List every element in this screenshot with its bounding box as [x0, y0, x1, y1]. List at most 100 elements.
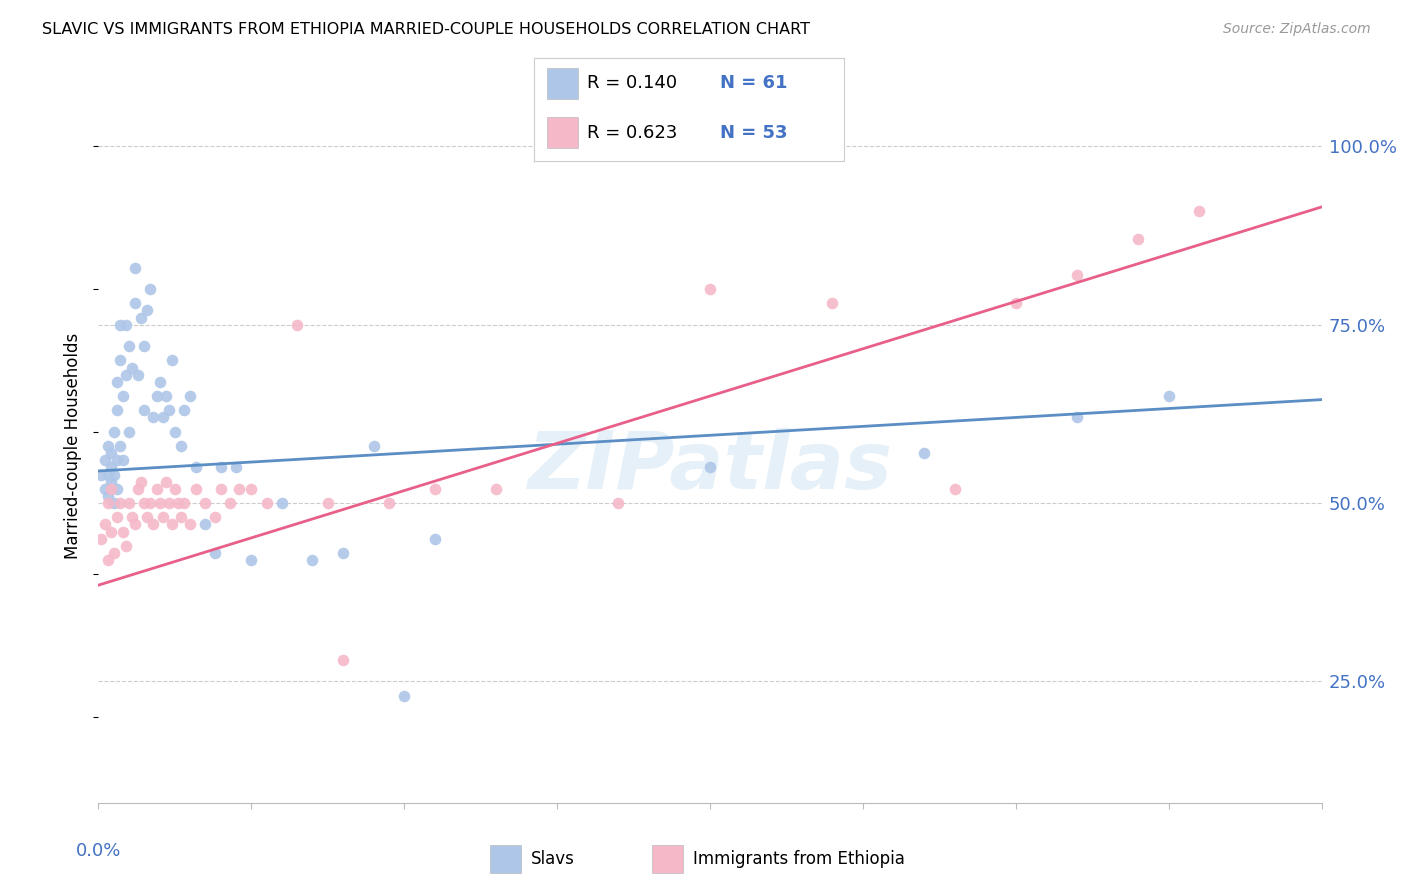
Point: [204, 510, 226, 524]
Point: [103, 546, 125, 560]
Text: N = 61: N = 61: [720, 74, 787, 92]
Point: [170, 439, 193, 453]
Point: [97, 467, 120, 482]
Point: [316, 496, 339, 510]
Point: [108, 353, 131, 368]
Point: [332, 653, 354, 667]
Point: [134, 496, 156, 510]
Point: [100, 482, 122, 496]
Point: [423, 482, 446, 496]
Point: [105, 375, 128, 389]
Point: [270, 496, 292, 510]
Point: [607, 496, 630, 510]
Point: [1128, 232, 1150, 246]
Point: [124, 260, 146, 275]
Bar: [491, 845, 520, 872]
Point: [1188, 203, 1211, 218]
Point: [209, 482, 232, 496]
Point: [225, 460, 247, 475]
Point: [103, 467, 125, 482]
Point: [111, 524, 134, 539]
Point: [943, 482, 966, 496]
Point: [163, 425, 186, 439]
Text: R = 0.140: R = 0.140: [586, 74, 678, 92]
Point: [240, 482, 263, 496]
Point: [204, 546, 226, 560]
Point: [170, 510, 193, 524]
Y-axis label: Married-couple Households: Married-couple Households: [65, 333, 83, 559]
Point: [228, 482, 250, 496]
Point: [194, 496, 217, 510]
Point: [136, 510, 159, 524]
Point: [173, 403, 195, 417]
Point: [134, 339, 156, 353]
Point: [1157, 389, 1180, 403]
Point: [149, 496, 172, 510]
Point: [129, 310, 152, 325]
Point: [179, 517, 201, 532]
Point: [363, 439, 385, 453]
Point: [127, 368, 149, 382]
Point: [108, 439, 131, 453]
Point: [134, 403, 156, 417]
Text: Source: ZipAtlas.com: Source: ZipAtlas.com: [1223, 22, 1371, 37]
Text: 0.0%: 0.0%: [76, 842, 121, 860]
Point: [103, 425, 125, 439]
Point: [139, 282, 162, 296]
Point: [145, 389, 167, 403]
Point: [152, 510, 174, 524]
Point: [115, 539, 138, 553]
Point: [256, 496, 278, 510]
Text: N = 53: N = 53: [720, 124, 787, 143]
Point: [699, 282, 721, 296]
Point: [155, 475, 177, 489]
Point: [108, 318, 131, 332]
Point: [423, 532, 446, 546]
Point: [97, 439, 120, 453]
Point: [100, 475, 122, 489]
Point: [93, 517, 115, 532]
Point: [93, 453, 115, 467]
Point: [1066, 268, 1088, 282]
Point: [108, 496, 131, 510]
Bar: [547, 118, 578, 148]
Text: R = 0.623: R = 0.623: [586, 124, 678, 143]
Point: [285, 318, 308, 332]
Point: [699, 460, 721, 475]
Point: [139, 496, 162, 510]
Point: [155, 389, 177, 403]
Point: [173, 496, 195, 510]
Point: [160, 517, 183, 532]
Point: [142, 410, 165, 425]
Point: [100, 446, 122, 460]
Point: [485, 482, 508, 496]
Text: ZIPatlas: ZIPatlas: [527, 428, 893, 507]
Point: [160, 353, 183, 368]
Point: [100, 524, 122, 539]
Point: [118, 496, 141, 510]
Point: [105, 403, 128, 417]
Point: [103, 496, 125, 510]
Point: [111, 453, 134, 467]
Point: [378, 496, 401, 510]
Point: [157, 403, 180, 417]
Point: [97, 489, 120, 503]
Point: [149, 375, 172, 389]
Point: [209, 460, 232, 475]
Point: [167, 496, 190, 510]
Point: [100, 460, 122, 475]
Point: [121, 360, 143, 375]
Point: [145, 482, 167, 496]
Point: [90, 467, 112, 482]
Point: [1066, 410, 1088, 425]
Point: [219, 496, 242, 510]
Point: [105, 510, 128, 524]
Bar: [547, 69, 578, 99]
Point: [105, 453, 128, 467]
Point: [194, 517, 217, 532]
Text: Slavs: Slavs: [531, 849, 575, 868]
Point: [1004, 296, 1026, 310]
Point: [93, 482, 115, 496]
Bar: [652, 845, 683, 872]
Point: [118, 339, 141, 353]
